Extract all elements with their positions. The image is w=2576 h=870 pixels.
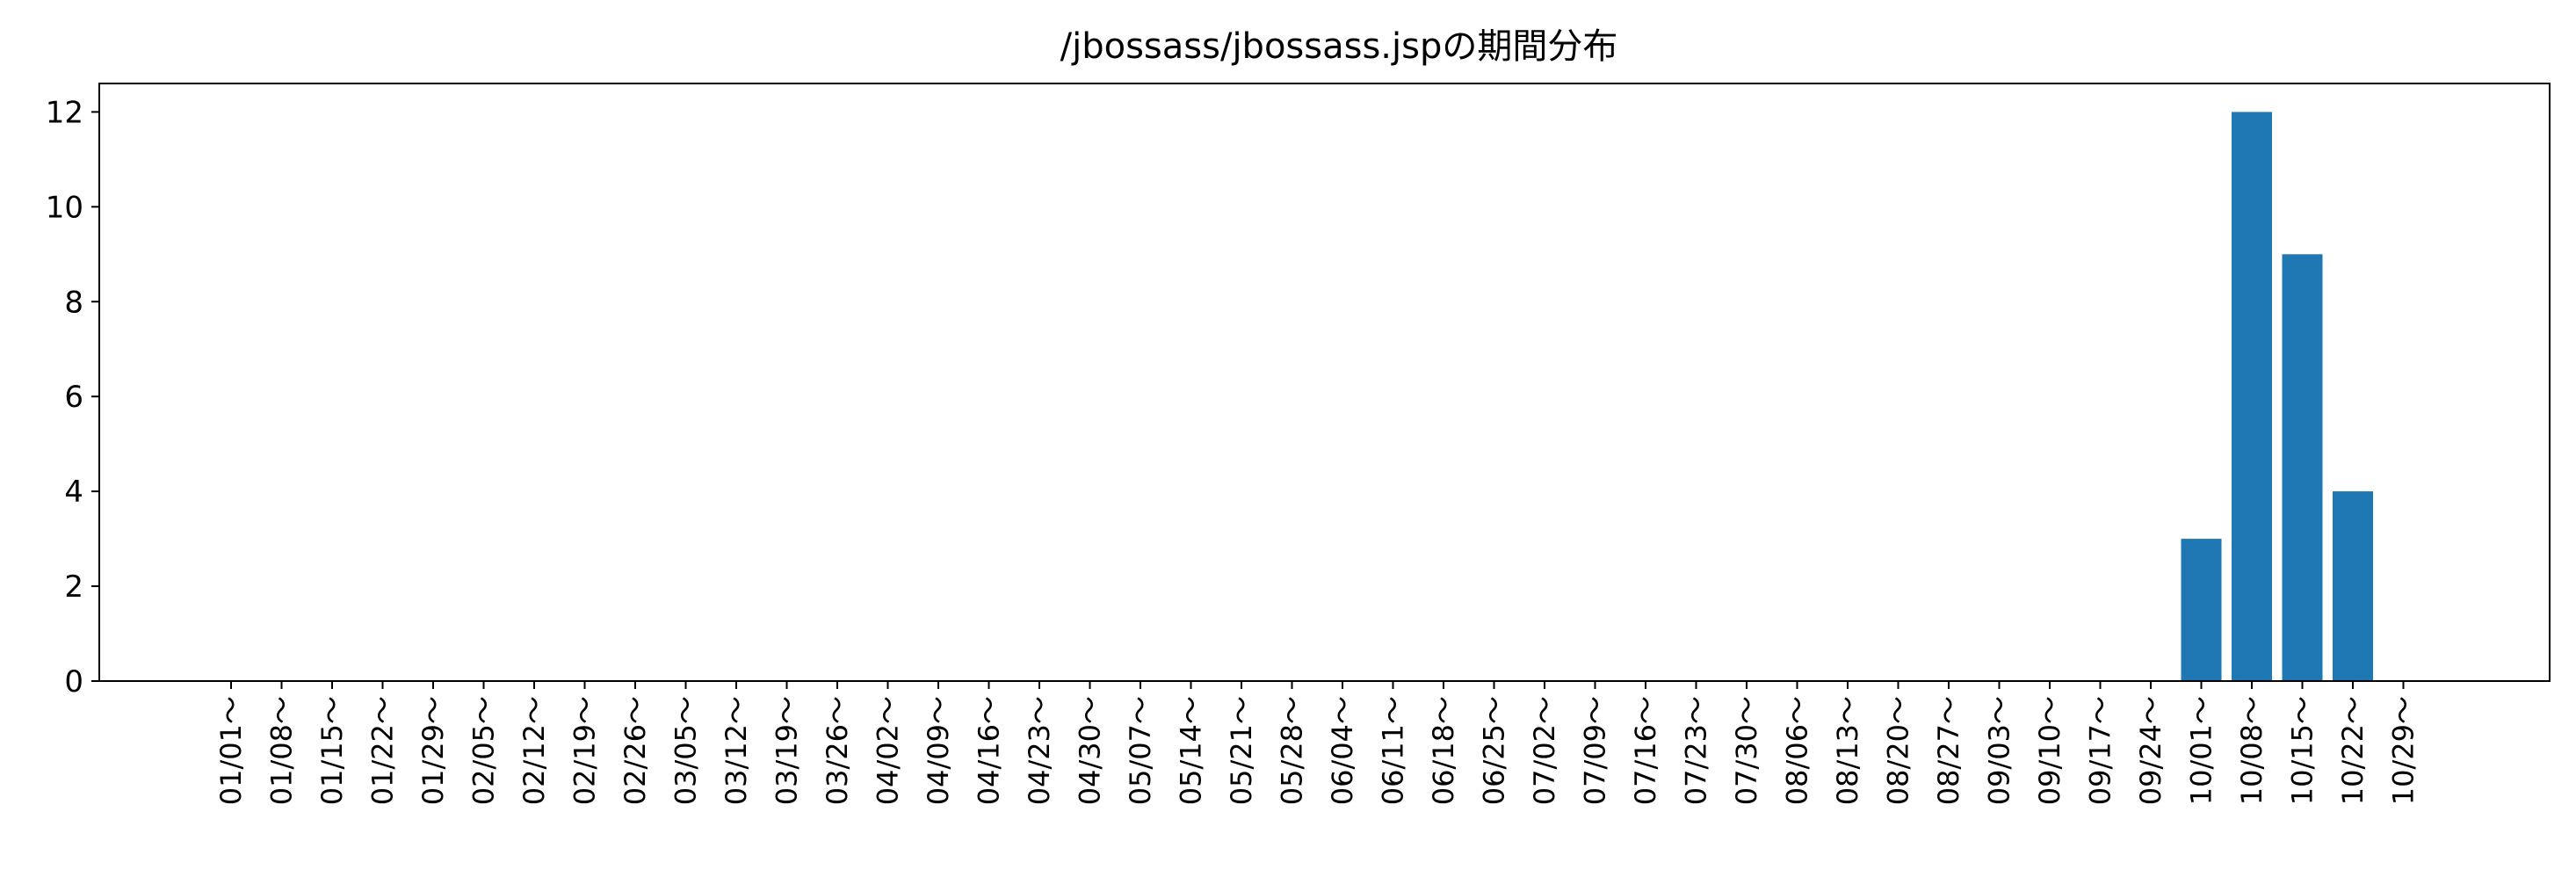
- y-tick-label: 4: [64, 475, 83, 510]
- bar: [2333, 491, 2373, 681]
- x-tick-label: 01/29～: [416, 696, 450, 805]
- x-tick-label: 05/21～: [1225, 696, 1258, 805]
- x-tick-label: 05/07～: [1124, 696, 1157, 805]
- x-tick-label: 04/09～: [922, 696, 955, 805]
- x-tick-label: 10/15～: [2286, 696, 2319, 805]
- x-tick-label: 03/26～: [821, 696, 854, 805]
- x-tick-label: 02/19～: [568, 696, 602, 805]
- x-tick-label: 08/20～: [1882, 696, 1915, 805]
- x-tick-label: 04/16～: [973, 696, 1006, 805]
- x-tick-label: 10/29～: [2387, 696, 2420, 805]
- x-tick-label: 07/09～: [1579, 696, 1612, 805]
- x-tick-label: 06/04～: [1326, 696, 1359, 805]
- x-tick-label: 08/06～: [1781, 696, 1814, 805]
- y-tick-label: 0: [64, 664, 83, 700]
- x-tick-label: 02/05～: [467, 696, 501, 805]
- bar: [2232, 112, 2272, 681]
- x-tick-label: 10/01～: [2185, 696, 2218, 805]
- x-axis: 01/01～ 01/08～ 01/15～ 01/22～ 01/29～ 02/05～ 02/1…: [214, 681, 2420, 805]
- x-tick-label: 08/27～: [1932, 696, 1965, 805]
- x-tick-label: 08/13～: [1831, 696, 1864, 805]
- x-tick-label: 07/23～: [1680, 696, 1713, 805]
- plot-frame: [98, 83, 2551, 682]
- x-tick-label: 09/17～: [2084, 696, 2117, 805]
- x-tick-label: 03/19～: [771, 696, 804, 805]
- x-tick-label: 07/02～: [1528, 696, 1561, 805]
- x-tick-label: 06/18～: [1427, 696, 1460, 805]
- x-tick-label: 05/28～: [1276, 696, 1309, 805]
- x-tick-label: 01/15～: [315, 696, 349, 805]
- x-tick-label: 07/16～: [1629, 696, 1662, 805]
- x-tick-label: 06/11～: [1377, 696, 1410, 805]
- y-tick-label: 8: [64, 285, 83, 320]
- x-tick-label: 02/12～: [517, 696, 551, 805]
- chart-title: /jbossass/jbossass.jspの期間分布: [1060, 26, 1618, 67]
- x-tick-label: 09/10～: [2033, 696, 2066, 805]
- y-tick-label: 2: [64, 569, 83, 605]
- x-tick-label: 04/02～: [872, 696, 905, 805]
- x-tick-label: 04/30～: [1074, 696, 1107, 805]
- x-tick-label: 04/23～: [1023, 696, 1056, 805]
- y-tick-label: 10: [46, 190, 83, 225]
- y-tick-label: 6: [64, 380, 83, 415]
- x-tick-label: 03/05～: [669, 696, 703, 805]
- bar: [2181, 539, 2222, 681]
- y-axis: 0 2 4 6 8 10 12: [46, 95, 99, 700]
- x-tick-label: 03/12～: [720, 696, 753, 805]
- x-tick-label: 02/26～: [619, 696, 652, 805]
- bars-group: [2181, 112, 2373, 681]
- x-tick-label: 01/08～: [265, 696, 299, 805]
- x-tick-label: 07/30～: [1730, 696, 1763, 805]
- y-tick-label: 12: [46, 95, 83, 130]
- x-tick-label: 06/25～: [1478, 696, 1511, 805]
- x-tick-label: 10/08～: [2235, 696, 2268, 805]
- x-tick-label: 01/22～: [366, 696, 400, 805]
- x-tick-label: 10/22～: [2336, 696, 2370, 805]
- x-tick-label: 01/01～: [214, 696, 248, 805]
- bar: [2282, 254, 2323, 681]
- x-tick-label: 05/14～: [1175, 696, 1208, 805]
- x-tick-label: 09/03～: [1983, 696, 2016, 805]
- x-tick-label: 09/24～: [2134, 696, 2167, 805]
